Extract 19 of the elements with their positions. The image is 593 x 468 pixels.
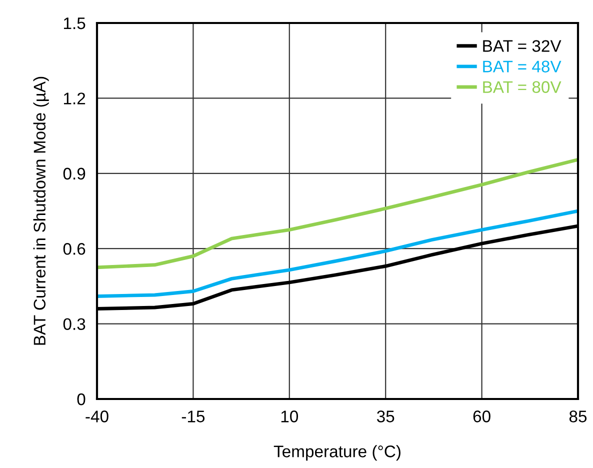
legend-label: BAT = 32V [483,40,562,52]
y-tick-label: 0.3 [63,318,86,330]
line-series [97,158,578,270]
y-tick-label: 0.9 [63,168,86,180]
x-tick-label: 35 [376,410,394,422]
y-tick-label: 1.5 [64,18,86,30]
y-axis-title: BAT Current in Shutdown Mode (µA) [33,76,49,345]
x-tick-label: 85 [569,410,587,422]
x-tick-label: 60 [473,410,490,422]
legend-label: BAT = 48V [483,60,562,72]
x-tick-label: -15 [182,410,205,422]
x-tick-label: 10 [281,410,298,422]
legend-label: BAT = 80V [483,81,562,93]
y-tick-label: 1.2 [64,92,86,104]
y-tick-label: 0.6 [63,243,86,255]
x-axis-title: Temperature (°C) [274,445,400,461]
line-series [97,209,578,298]
x-tick-label: -40 [86,410,108,422]
y-tick-label: 0 [77,393,86,406]
